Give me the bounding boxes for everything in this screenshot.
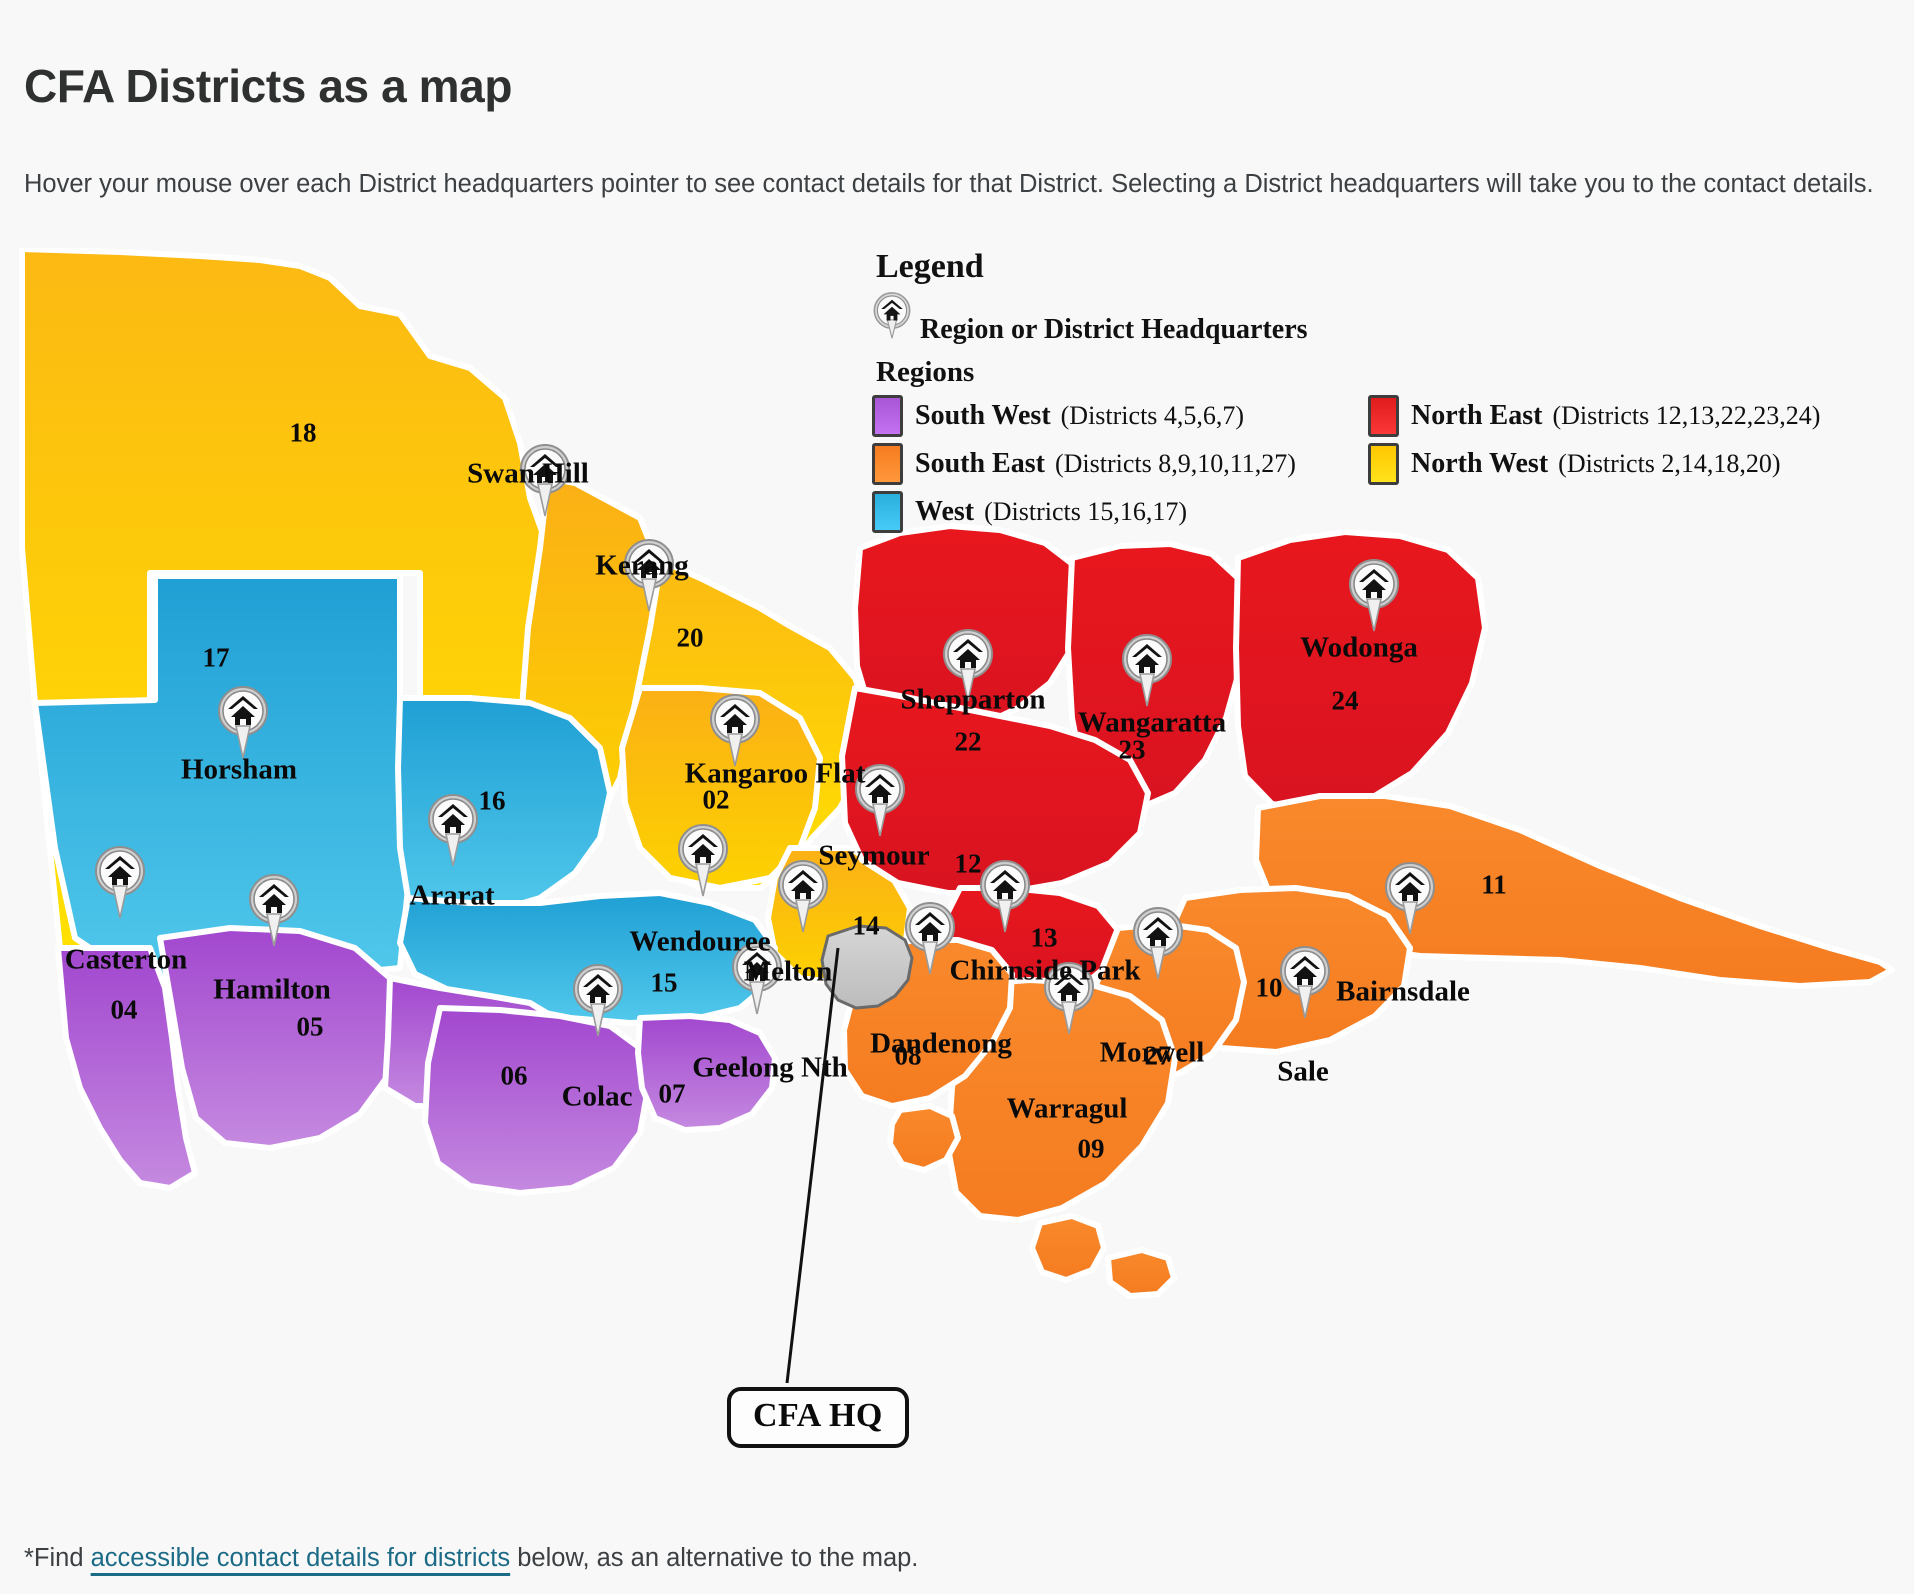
legend-region-districts: (Districts 4,5,6,7) (1060, 401, 1245, 430)
legend-region-name: North West (1411, 448, 1549, 479)
legend-hq-label: Region or District Headquarters (920, 314, 1308, 345)
legend-regions-title: Regions (876, 356, 975, 388)
hq-pin-swan-hill[interactable] (519, 444, 571, 518)
footer-note: *Find accessible contact details for dis… (24, 1544, 918, 1573)
legend-panel: Legend Region or District Headquarters R… (872, 248, 1914, 533)
legend-region-districts: (Districts 15,16,17) (984, 497, 1188, 526)
hq-pin-seymour[interactable] (854, 764, 906, 838)
hq-pin-wodonga[interactable] (1348, 559, 1400, 633)
legend-region-name: South West (915, 400, 1051, 431)
footer-prefix: *Find (24, 1544, 91, 1572)
hq-pin-casterton[interactable] (94, 846, 146, 920)
headquarters-pin-icon (872, 290, 912, 348)
footer-suffix: below, as an alternative to the map. (510, 1544, 919, 1572)
hq-pin-colac[interactable] (572, 964, 624, 1038)
hq-pin-hamilton[interactable] (248, 874, 300, 948)
hq-pin-dandenong[interactable] (904, 902, 956, 976)
hq-pin-melton[interactable] (777, 860, 829, 934)
legend-title: Legend (876, 248, 984, 285)
legend-swatch-south-west (872, 395, 903, 437)
hq-pin-morwell[interactable] (1132, 907, 1184, 981)
map-stage: Swan Hill Kerang Horsham Kangaroo Flat Shepp… (0, 248, 1914, 1498)
legend-region-grid: South West (Districts 4,5,6,7) North East (… (872, 395, 1914, 533)
legend-region-districts: (Districts 12,13,22,23,24) (1552, 401, 1821, 430)
hq-pin-wangaratta[interactable] (1121, 634, 1173, 708)
legend-region-districts: (Districts 2,14,18,20) (1558, 449, 1781, 478)
page-title: CFA Districts as a map (24, 59, 513, 112)
hq-pin-wendouree[interactable] (677, 824, 729, 898)
legend-region-districts: (Districts 8,9,10,11,27) (1054, 449, 1296, 478)
legend-item-north-west: North West (Districts 2,14,18,20) (1368, 443, 1914, 485)
hq-pin-sale[interactable] (1279, 946, 1331, 1020)
legend-swatch-north-east (1368, 395, 1399, 437)
hq-pin-geelong-nth[interactable] (731, 942, 783, 1016)
legend-swatch-west (872, 491, 903, 533)
hq-pin-horsham[interactable] (217, 686, 269, 760)
legend-swatch-south-east (872, 443, 903, 485)
legend-swatch-north-west (1368, 443, 1399, 485)
legend-item-south-east: South East (Districts 8,9,10,11,27) (872, 443, 1368, 485)
intro-paragraph: Hover your mouse over each District head… (24, 169, 1874, 198)
legend-hq-row: Region or District Headquarters (872, 290, 1914, 348)
hq-pin-kerang[interactable] (623, 539, 675, 613)
hq-pin-bairnsdale[interactable] (1384, 862, 1436, 936)
legend-item-north-east: North East (Districts 12,13,22,23,24) (1368, 395, 1914, 437)
legend-item-west: West (Districts 15,16,17) (872, 491, 1368, 533)
legend-region-name: South East (915, 448, 1045, 479)
hq-pin-shepparton[interactable] (942, 629, 994, 703)
accessible-contact-details-link[interactable]: accessible contact details for districts (90, 1544, 511, 1572)
legend-item-south-west: South West (Districts 4,5,6,7) (872, 395, 1368, 437)
legend-region-name: North East (1411, 400, 1543, 431)
hq-pin-warragul[interactable] (1043, 962, 1095, 1036)
legend-region-name: West (915, 496, 975, 527)
hq-pin-kangaroo-flat[interactable] (709, 694, 761, 768)
cfa-hq-callout[interactable]: CFA HQ (727, 1387, 909, 1448)
hq-pin-ararat[interactable] (427, 794, 479, 868)
hq-pin-chirnside-park[interactable] (979, 860, 1031, 934)
